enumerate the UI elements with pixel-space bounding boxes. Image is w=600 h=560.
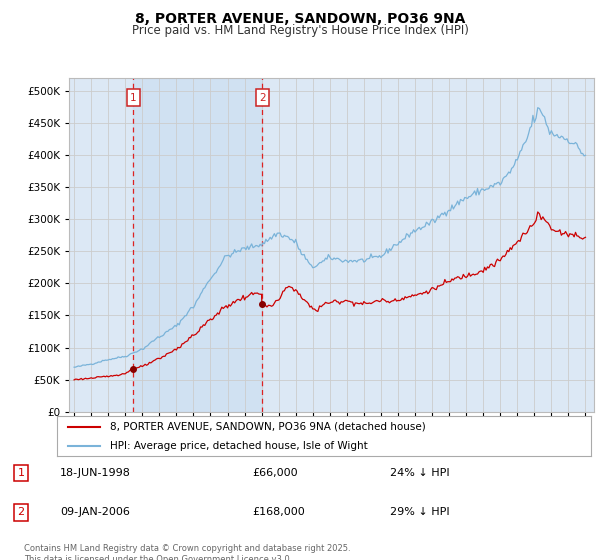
Text: £66,000: £66,000 [252,468,298,478]
Text: 29% ↓ HPI: 29% ↓ HPI [390,507,449,517]
Text: 8, PORTER AVENUE, SANDOWN, PO36 9NA: 8, PORTER AVENUE, SANDOWN, PO36 9NA [135,12,465,26]
Bar [133,78,262,412]
Text: HPI: Average price, detached house, Isle of Wight: HPI: Average price, detached house, Isle… [110,441,368,450]
Text: 18-JUN-1998: 18-JUN-1998 [60,468,131,478]
Text: 2: 2 [17,507,25,517]
Text: Price paid vs. HM Land Registry's House Price Index (HPI): Price paid vs. HM Land Registry's House … [131,24,469,36]
Text: £168,000: £168,000 [252,507,305,517]
Text: 24% ↓ HPI: 24% ↓ HPI [390,468,449,478]
Text: 8, PORTER AVENUE, SANDOWN, PO36 9NA (detached house): 8, PORTER AVENUE, SANDOWN, PO36 9NA (det… [110,422,426,432]
Text: 1: 1 [17,468,25,478]
Text: 1: 1 [130,92,136,102]
Text: Contains HM Land Registry data © Crown copyright and database right 2025.
This d: Contains HM Land Registry data © Crown c… [24,544,350,560]
Text: 2: 2 [259,92,265,102]
Text: 09-JAN-2006: 09-JAN-2006 [60,507,130,517]
